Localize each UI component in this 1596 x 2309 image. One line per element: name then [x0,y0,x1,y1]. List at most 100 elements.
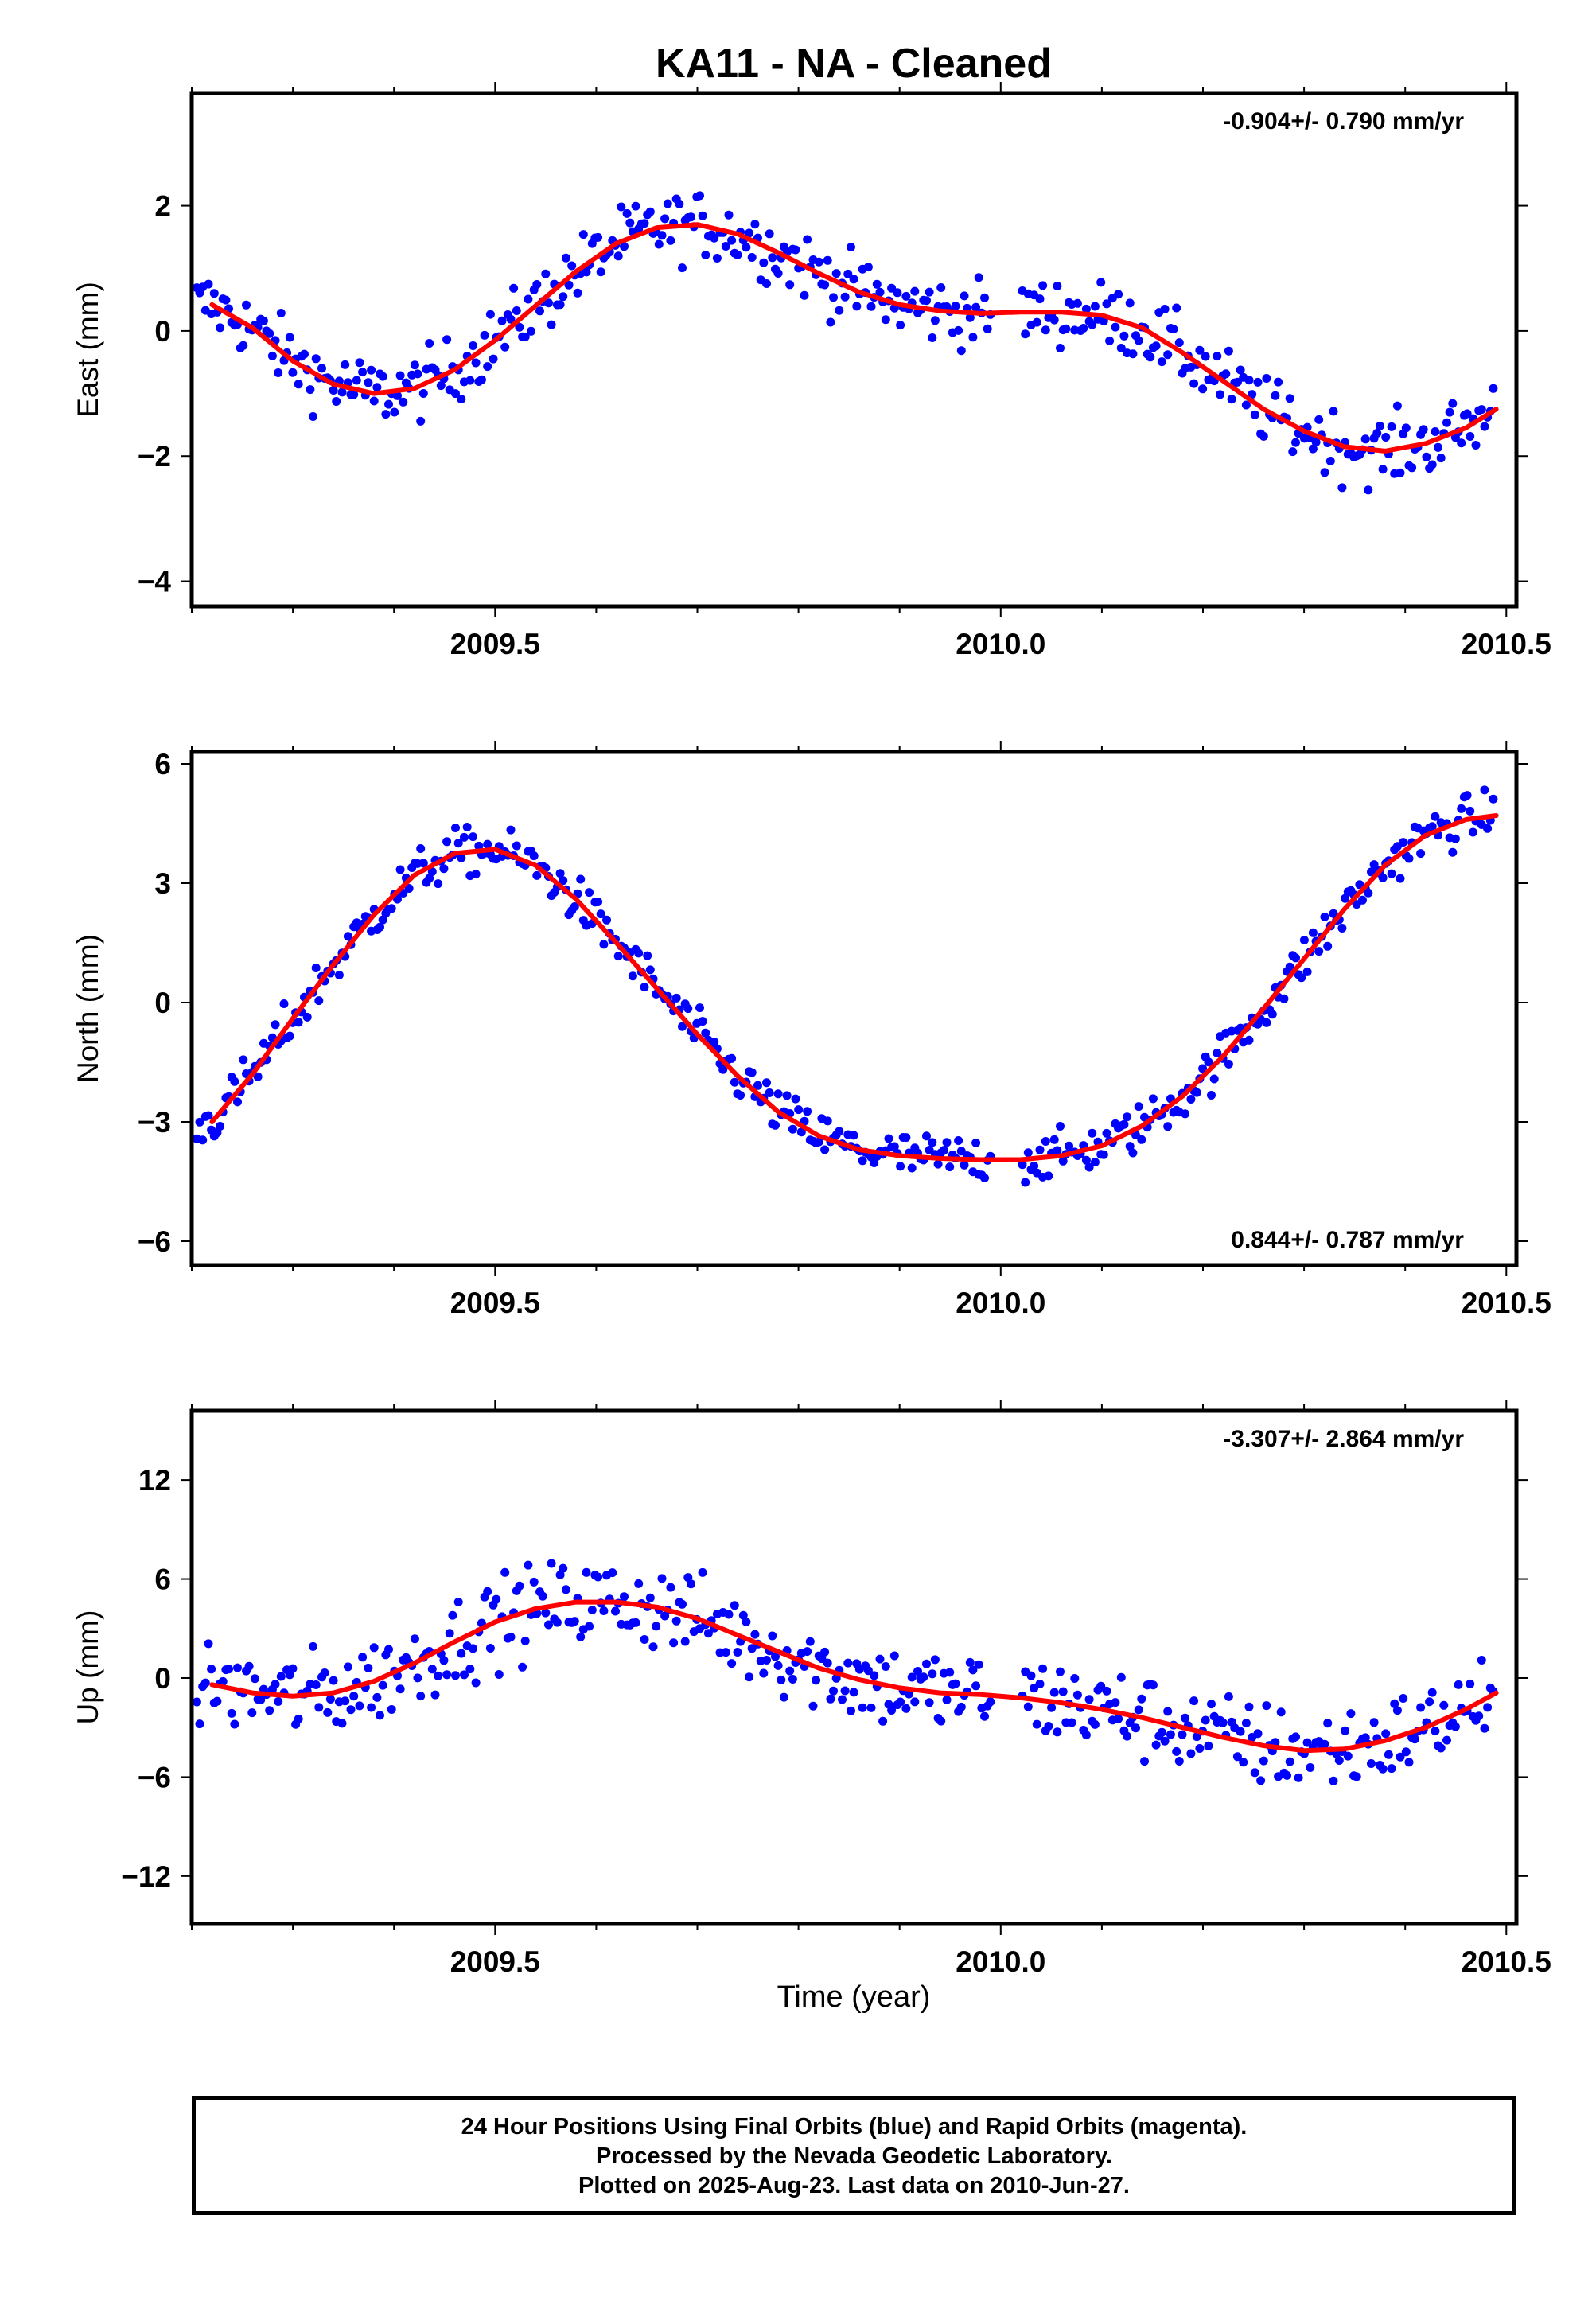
data-point [675,199,684,208]
data-point [1329,407,1338,416]
data-point [285,333,294,342]
data-point [465,1665,475,1674]
data-point [956,346,966,356]
data-point [791,1094,800,1104]
data-point [922,1659,931,1668]
data-point [378,915,387,925]
data-point [547,1559,556,1568]
data-point [1378,1764,1388,1774]
data-point [712,254,722,263]
data-point [294,1018,303,1027]
data-point [936,1716,946,1726]
data-point [541,269,551,278]
data-point [1181,1713,1190,1723]
data-point [1160,1736,1170,1746]
data-point [218,1676,228,1686]
data-point [1224,1692,1233,1701]
data-point [1224,1059,1233,1069]
data-point [971,1681,981,1691]
data-point [532,870,542,880]
data-point [204,1111,213,1120]
data-point [274,368,283,377]
data-point [1399,1694,1408,1703]
data-point [1267,1010,1277,1019]
data-point [483,1587,492,1596]
data-point [532,280,542,289]
data-point [942,1138,952,1147]
data-point [1244,1702,1254,1711]
data-point [971,302,981,312]
data-point [267,351,277,360]
data-point [657,1574,667,1583]
data-point [1134,1102,1143,1112]
x-tick-label: 2010.5 [1462,628,1551,660]
data-point [1201,352,1210,361]
data-point [395,865,405,874]
data-point [829,1686,838,1696]
data-point [404,884,414,893]
data-point [724,1610,734,1619]
data-point [1381,1729,1391,1739]
data-point [875,287,885,297]
data-point [620,242,629,251]
data-point [710,233,719,243]
data-point [1422,452,1431,461]
data-point [555,300,565,310]
data-point [808,1701,818,1711]
data-point [457,853,466,862]
data-point [582,267,591,277]
data-point [1431,812,1440,821]
data-point [1084,1695,1094,1704]
data-point [870,1671,879,1680]
data-point [829,293,838,302]
data-point [1128,1148,1138,1158]
data-point [1271,391,1280,400]
data-point [1070,1674,1080,1683]
data-point [427,867,437,876]
data-point [512,841,521,851]
data-point [561,253,570,263]
data-point [1160,305,1170,313]
data-point [1221,369,1231,379]
data-point [849,1688,858,1697]
data-point [645,1593,655,1602]
data-point [1081,1731,1091,1740]
data-point [1072,1690,1082,1700]
data-point [608,1568,617,1578]
data-point [1111,322,1120,332]
data-point [1378,873,1388,882]
data-point [451,1671,460,1680]
y-tick-label: 6 [154,748,171,781]
data-point [866,302,876,311]
x-tick-label: 2009.5 [450,628,540,660]
data-point [1204,1057,1213,1067]
data-point [227,1708,236,1718]
data-point [1401,1747,1411,1757]
y-tick-label: 12 [138,1464,171,1497]
data-point [524,294,533,304]
data-point [896,321,905,330]
data-point [416,1692,426,1701]
data-point [1044,1722,1053,1731]
data-point [1329,909,1338,918]
data-point [1096,278,1106,287]
data-point [416,844,426,853]
data-point [727,1659,737,1668]
data-point [1023,1148,1033,1158]
data-point [221,295,231,305]
data-point [520,1636,530,1645]
data-point [418,859,428,868]
data-point [1213,1049,1222,1057]
data-point [701,251,710,259]
data-point [1285,1757,1294,1766]
data-point [1468,827,1477,837]
data-point [334,971,344,979]
data-point [1392,1706,1402,1715]
data-point [847,243,855,252]
data-point [1114,1714,1123,1723]
data-point [256,1695,266,1704]
data-point [1396,874,1405,883]
data-point [695,1003,704,1013]
data-point [1119,1119,1129,1129]
data-point [1195,345,1205,355]
